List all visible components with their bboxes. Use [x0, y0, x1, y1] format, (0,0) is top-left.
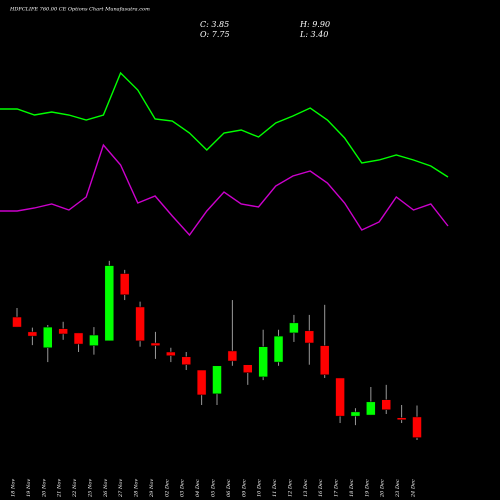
candle-body: [104, 265, 115, 342]
candle-body: [135, 306, 145, 342]
chart-title: HDFCLIFE 760.00 CE Options Chart Munafas…: [9, 7, 150, 13]
candle-body: [119, 273, 130, 296]
x-tick-label: 20 Dec: [380, 479, 386, 498]
candle-body: [381, 399, 391, 411]
candle-body: [150, 342, 161, 346]
x-tick-label: 26 Nov: [103, 479, 109, 498]
x-tick-label: 20 Nov: [41, 479, 47, 498]
summary-high: H: 9.90: [299, 20, 330, 29]
x-tick-label: 22 Nov: [72, 479, 78, 498]
candle-body: [43, 326, 53, 349]
x-tick-label: 03 Dec: [180, 479, 186, 497]
x-tick-label: 18 Nov: [11, 479, 17, 497]
indicator-line: [0, 71, 449, 178]
candle-body: [58, 328, 68, 335]
x-tick-label: 06 Dec: [226, 479, 232, 497]
x-tick-label: 02 Dec: [164, 479, 170, 497]
summary-open: O: 7.75: [200, 30, 230, 39]
candle-body: [73, 332, 84, 345]
x-tick-label: 04 Dec: [195, 479, 201, 497]
x-tick-label: 25 Nov: [87, 479, 93, 498]
candle-body: [27, 331, 38, 337]
candle-body: [289, 322, 299, 334]
summary-low: L: 3.40: [299, 30, 328, 39]
candle-body: [243, 364, 253, 373]
candle-body: [273, 335, 284, 363]
candle-body: [196, 369, 207, 396]
candle-body: [350, 411, 361, 417]
x-tick-label: 10 Dec: [257, 479, 263, 497]
candle-body: [396, 417, 407, 421]
x-tick-label: 29 Nov: [149, 479, 155, 498]
indicator-line: [0, 143, 449, 237]
candle-body: [227, 350, 238, 362]
x-tick-label: 09 Dec: [241, 479, 247, 497]
candle-body: [89, 334, 99, 346]
x-tick-label: 24 Dec: [411, 479, 417, 498]
x-tick-label: 27 Nov: [118, 479, 124, 498]
candle-body: [166, 351, 176, 356]
x-tick-label: 28 Nov: [134, 479, 140, 498]
x-tick-label: 05 Dec: [211, 479, 217, 497]
x-tick-label: 18 Dec: [349, 479, 355, 497]
summary-close: C: 3.85: [200, 20, 229, 29]
candle-body: [212, 365, 222, 395]
candle-body: [335, 377, 345, 417]
candle-body: [304, 330, 315, 344]
candle-body: [319, 345, 330, 376]
candle-body: [12, 316, 22, 328]
x-tick-label: 17 Dec: [334, 479, 340, 497]
x-tick-label: 11 Dec: [272, 479, 278, 497]
x-tick-label: 21 Nov: [57, 479, 63, 498]
x-tick-label: 13 Dec: [303, 479, 309, 497]
candle-body: [412, 416, 422, 438]
x-tick-label: 19 Dec: [364, 479, 370, 497]
candle-body: [366, 401, 376, 416]
x-tick-label: 12 Dec: [287, 479, 293, 497]
x-tick-label: 23 Dec: [395, 479, 401, 498]
candle-body: [258, 346, 268, 378]
x-tick-label: 19 Nov: [26, 479, 32, 497]
candle-body: [181, 356, 191, 365]
x-tick-label: 16 Dec: [318, 479, 324, 497]
